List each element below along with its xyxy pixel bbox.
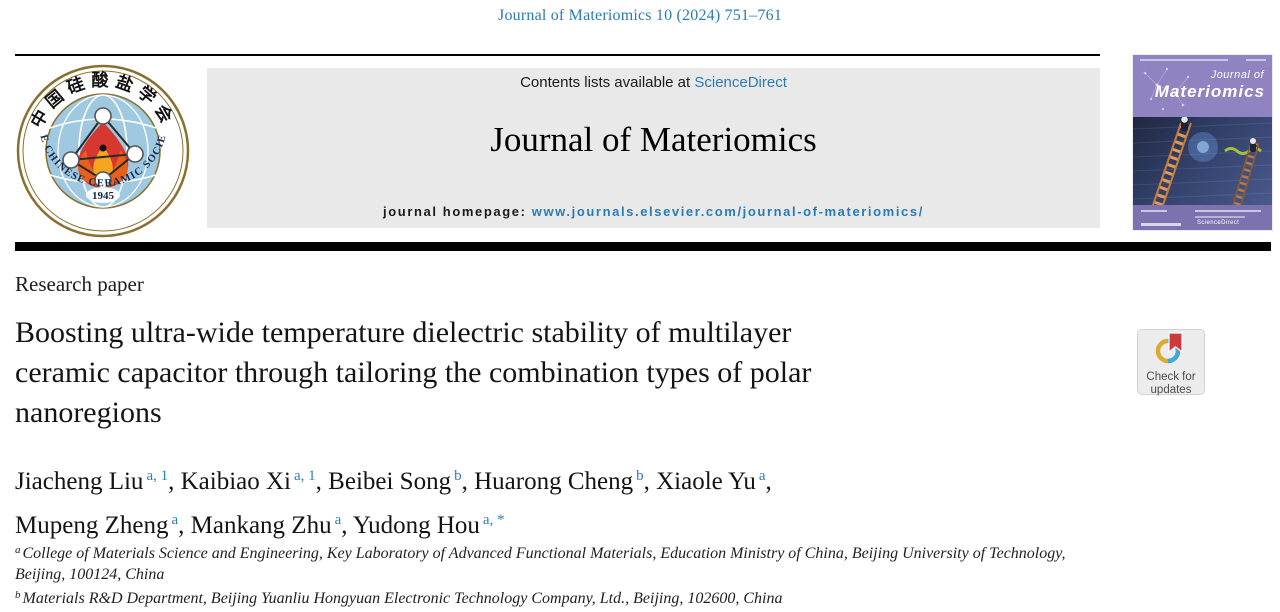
- logo-year: 1945: [92, 190, 115, 202]
- contents-prefix: Contents lists available at: [520, 74, 695, 91]
- author-line-1: Jiacheng Liu a, 1, Kaibiao Xi a, 1, Beibei…: [15, 457, 772, 501]
- affiliation-a: a College of Materials Science and Engine…: [15, 540, 1090, 585]
- author-line-2: Mupeng Zheng a, Mankang Zhu a, Yudong Hou a…: [15, 501, 772, 545]
- author: Yudong Hou: [352, 512, 480, 539]
- chinese-ceramic-society-logo: 1945 中国硅酸盐学会 THE CHINESE CERAMIC SOCIETY: [11, 56, 190, 238]
- header-top-rule: [15, 54, 1100, 56]
- author: Huarong Cheng: [474, 468, 634, 495]
- affiliation-b: b Materials R&D Department, Beijing Yuanl…: [15, 585, 1090, 610]
- author-affil-marker[interactable]: a: [758, 468, 766, 484]
- cover-meta-decor: [1140, 59, 1228, 61]
- title-line-1: Boosting ultra-wide temperature dielectr…: [15, 316, 792, 349]
- check-for-updates-button[interactable]: Check for updates: [1137, 329, 1205, 397]
- author-separator: ,: [461, 468, 475, 495]
- author: Jiacheng Liu: [15, 468, 144, 495]
- author-list: Jiacheng Liu a, 1, Kaibiao Xi a, 1, Beibei…: [15, 457, 772, 545]
- cover-bottom-decor: [1195, 210, 1261, 212]
- homepage-url-link[interactable]: www.journals.elsevier.com/journal-of-mat…: [531, 204, 924, 219]
- author: Mankang Zhu: [190, 512, 332, 539]
- cover-bottom-decor: [1141, 210, 1167, 212]
- article-title: Boosting ultra-wide temperature dielectr…: [15, 313, 811, 433]
- author: Kaibiao Xi: [180, 468, 291, 495]
- badge-label: Check for updates: [1138, 371, 1204, 397]
- homepage-line: journal homepage: www.journals.elsevier.…: [207, 204, 1100, 219]
- author-affil-marker[interactable]: a: [171, 512, 179, 528]
- cover-journal-of: Journal of: [1210, 69, 1264, 81]
- journal-title: Journal of Materiomics: [490, 120, 817, 159]
- affiliation-text: College of Materials Science and Enginee…: [15, 545, 1066, 583]
- cover-sciencedirect-brand: ScienceDirect: [1197, 220, 1240, 226]
- cover-molecule-dots: [1143, 67, 1201, 111]
- author-separator: ,: [341, 512, 353, 539]
- affiliation-marker: b: [15, 589, 21, 601]
- author-affil-marker[interactable]: b: [636, 468, 644, 484]
- author-separator: ,: [178, 512, 191, 539]
- author-affil-marker[interactable]: a, 1: [146, 468, 169, 484]
- author-separator: ,: [315, 468, 329, 495]
- author: Mupeng Zheng: [15, 512, 169, 539]
- header-bottom-rule: [15, 242, 1271, 251]
- cover-artwork: [1132, 116, 1273, 207]
- cover-bottom-decor: [1141, 223, 1181, 226]
- affiliation-text: Materials R&D Department, Beijing Yuanli…: [22, 590, 783, 607]
- cover-top: Journal of Materiomics: [1133, 55, 1272, 117]
- author-affil-marker[interactable]: b: [454, 468, 462, 484]
- author-affil-marker[interactable]: a, *: [482, 512, 505, 528]
- badge-label-line2: updates: [1150, 384, 1192, 396]
- article-type-label: Research paper: [15, 272, 144, 296]
- author-affil-marker[interactable]: a, 1: [294, 468, 316, 484]
- badge-label-line1: Check for: [1146, 371, 1196, 383]
- sciencedirect-link[interactable]: ScienceDirect: [694, 74, 787, 91]
- author: Beibei Song: [328, 468, 452, 495]
- contents-line: Contents lists available at ScienceDirec…: [207, 74, 1100, 91]
- cover-bottom: ScienceDirect: [1133, 205, 1272, 230]
- crossmark-icon: [1155, 332, 1183, 364]
- homepage-label: journal homepage:: [383, 204, 532, 219]
- affiliations: a College of Materials Science and Engine…: [15, 540, 1090, 610]
- journal-banner: Contents lists available at ScienceDirec…: [207, 68, 1100, 228]
- author-separator: ,: [643, 468, 657, 495]
- cover-materiomics: Materiomics: [1154, 82, 1265, 101]
- title-line-2: ceramic capacitor through tailoring the …: [15, 356, 812, 389]
- author-separator: ,: [168, 468, 181, 495]
- author: Xiaole Yu: [656, 468, 756, 495]
- cover-meta-decor: [1246, 59, 1266, 61]
- author-separator: ,: [765, 468, 772, 495]
- affiliation-marker: a: [15, 544, 21, 556]
- journal-citation: Journal of Materiomics 10 (2024) 751–761: [498, 7, 782, 24]
- title-line-3: nanoregions: [15, 396, 162, 429]
- journal-cover-thumbnail[interactable]: Journal of Materiomics: [1132, 55, 1273, 230]
- society-seal-icon: 1945 中国硅酸盐学会 THE CHINESE CERAMIC SOCIETY: [11, 56, 190, 238]
- author-affil-marker[interactable]: a: [334, 512, 342, 528]
- cover-bottom-decor: [1195, 216, 1245, 218]
